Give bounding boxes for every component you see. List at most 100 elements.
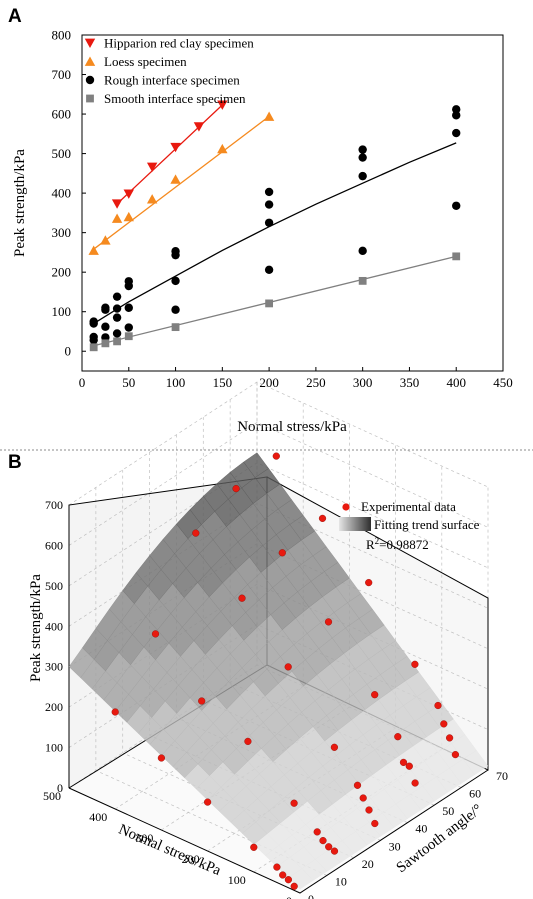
- x-tick-label: 200: [259, 375, 279, 390]
- x-tick-label: 250: [306, 375, 326, 390]
- data-point-series-1: [123, 211, 134, 222]
- legend-marker-2: [85, 75, 95, 85]
- experimental-data-point: [290, 799, 298, 807]
- experimental-data-point: [232, 485, 240, 493]
- experimental-data-point: [157, 754, 166, 762]
- data-point-series-2: [171, 305, 180, 314]
- data-point-series-2: [171, 247, 180, 256]
- experimental-data-point: [313, 828, 321, 836]
- z-tick-label: 0: [57, 781, 63, 795]
- y-tick-label: 10: [335, 874, 347, 888]
- legend-surface-label: Fitting trend surface: [374, 517, 480, 532]
- data-point-series-2: [101, 303, 110, 312]
- experimental-data-point: [238, 594, 246, 602]
- panel-a-y-ticks: 0 100 200 300 400 500 600 700 800: [52, 28, 86, 359]
- x-tick-label: 400: [446, 375, 466, 390]
- experimental-data-point: [284, 876, 293, 884]
- data-point-series-1: [263, 111, 275, 121]
- experimental-data-point: [359, 794, 367, 802]
- experimental-data-point: [440, 720, 448, 728]
- y-tick-label: 60: [469, 787, 481, 801]
- experimental-data-point: [284, 663, 292, 671]
- data-point-series-2: [124, 303, 133, 312]
- panel-a-chart: A 0 100 200 300 400 500 600 700 800 0 50 100 150 200…: [8, 6, 513, 435]
- panel-a-x-axis-title: Normal stress/kPa: [237, 419, 347, 435]
- data-point-series-1: [111, 213, 123, 223]
- legend-r2: R2=0.98872: [366, 536, 429, 552]
- x-tick-label: 0: [79, 375, 86, 390]
- experimental-data-point: [451, 750, 460, 759]
- data-point-series-2: [112, 313, 122, 322]
- data-point-series-2: [452, 111, 461, 120]
- legend-marker-0: [84, 38, 96, 48]
- experimental-data-point: [353, 781, 362, 789]
- fit-line-1: [93, 115, 270, 250]
- data-point-series-2: [264, 218, 274, 227]
- experimental-data-point: [278, 549, 286, 557]
- data-point-series-1: [100, 235, 111, 245]
- z-tick-label: 300: [45, 660, 63, 674]
- experimental-data-point: [319, 836, 327, 845]
- z-tick-label: 700: [45, 498, 63, 512]
- x-tick-label: 500: [43, 789, 61, 803]
- legend-experimental-marker: [342, 503, 350, 511]
- data-point-series-2: [264, 187, 274, 197]
- z-tick-label: 500: [45, 579, 63, 593]
- panel-b-chart: B 01002003004005006007000100200300400500…: [8, 381, 508, 899]
- data-point-series-2: [171, 276, 180, 286]
- data-point-series-2: [358, 153, 367, 162]
- data-point-series-2: [112, 304, 122, 313]
- panel-a-plot-frame: [81, 34, 504, 372]
- frame-floor-front: [68, 769, 489, 894]
- fitting-trend-surface: [68, 452, 489, 890]
- data-point-series-2: [358, 145, 367, 154]
- y-tick-label: 800: [52, 28, 72, 43]
- data-point-series-3: [452, 252, 461, 261]
- panel-a-x-ticks: 0 50 100 150 200 250 300 350 400 450: [79, 367, 513, 390]
- y-tick-label: 400: [52, 186, 72, 201]
- data-point-series-3: [113, 337, 121, 346]
- x-tick-label: 300: [135, 831, 153, 845]
- experimental-data-point: [446, 734, 454, 742]
- data-point-series-3: [265, 299, 274, 308]
- legend-label-3: Smooth interface specimen: [104, 91, 246, 106]
- data-point-series-2: [358, 171, 367, 181]
- data-point-series-3: [89, 343, 98, 352]
- panel-a-letter: A: [8, 6, 22, 27]
- y-tick-label: 500: [52, 146, 72, 161]
- experimental-data-point: [434, 701, 442, 710]
- legend-label-0: Hipparion red clay specimen: [104, 36, 254, 51]
- experimental-data-point: [411, 660, 419, 668]
- panel-b-letter: B: [8, 452, 22, 473]
- data-point-series-3: [124, 332, 133, 341]
- panel-b-ticks: 0100200300400500600700010020030040050001…: [43, 498, 508, 899]
- experimental-data-point: [318, 514, 327, 523]
- z-tick-label: 400: [45, 619, 63, 633]
- experimental-data-point: [324, 618, 333, 626]
- data-point-series-0: [193, 122, 205, 132]
- experimental-data-point: [151, 630, 160, 638]
- x-tick-label: 50: [122, 375, 135, 390]
- experimental-data-point: [250, 843, 258, 851]
- data-point-series-1: [170, 174, 181, 184]
- experimental-data-point: [290, 882, 298, 890]
- x-tick-label: 150: [213, 375, 233, 390]
- experimental-data-point: [273, 863, 281, 871]
- data-point-series-1: [146, 194, 158, 204]
- y-tick-label: 200: [52, 265, 72, 280]
- experimental-data-point: [371, 691, 379, 699]
- experimental-data-point: [399, 758, 408, 767]
- experimental-data-point: [394, 733, 402, 741]
- surface-patch: [243, 452, 269, 478]
- experimental-data-point: [405, 762, 413, 770]
- legend-marker-3: [86, 94, 94, 103]
- y-tick-label: 700: [52, 67, 72, 82]
- experimental-data-point: [330, 743, 339, 751]
- panel-b-z-axis-title: Peak strength/kPa: [28, 574, 44, 682]
- data-point-series-3: [171, 323, 180, 332]
- y-tick-label: 0: [308, 892, 314, 899]
- data-point-series-0: [170, 142, 181, 153]
- data-point-series-2: [112, 292, 122, 301]
- y-tick-label: 20: [362, 857, 374, 871]
